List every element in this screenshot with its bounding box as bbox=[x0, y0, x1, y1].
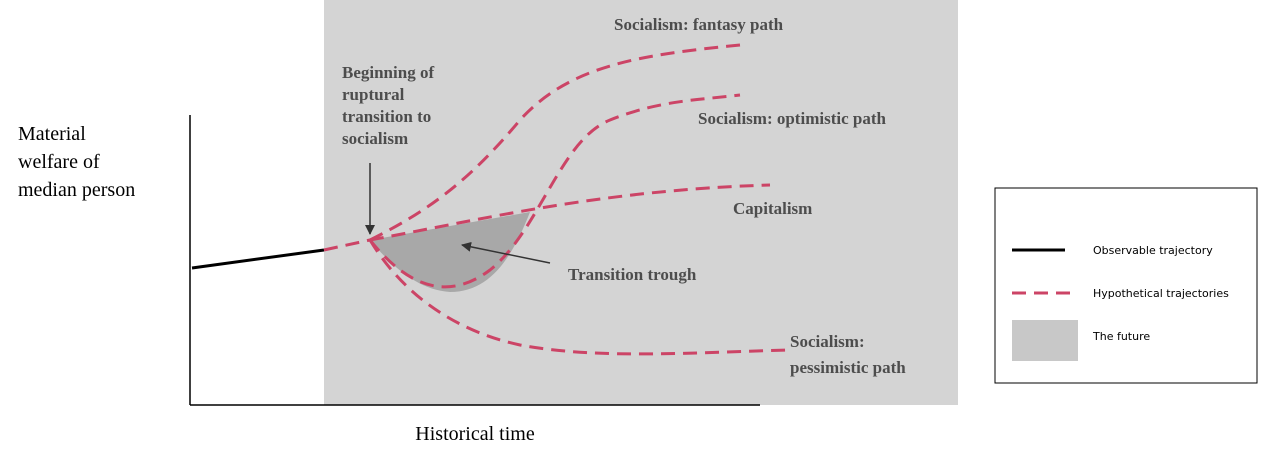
observable-trajectory bbox=[191, 248, 325, 270]
y-axis-label: median person bbox=[18, 179, 135, 201]
annotation: transition to bbox=[342, 107, 431, 126]
arrow bbox=[461, 241, 551, 264]
optimistic-path bbox=[368, 93, 741, 289]
legend-entry: The future bbox=[1092, 330, 1150, 343]
annotation: Socialism: bbox=[790, 332, 865, 351]
annotation: ruptural bbox=[342, 85, 405, 104]
capitalism-path bbox=[369, 183, 771, 242]
annotation: pessimistic path bbox=[790, 358, 906, 377]
legend: Observable trajectory Hypothetical traje… bbox=[994, 187, 1258, 384]
pessimistic-path bbox=[368, 239, 791, 356]
legend-entry: Observable trajectory bbox=[1093, 244, 1213, 257]
annotation: Beginning of bbox=[342, 63, 434, 82]
annotation: Transition trough bbox=[568, 265, 697, 284]
future-area bbox=[324, 0, 958, 405]
y-axis-label: welfare of bbox=[18, 151, 100, 173]
legend-entry: Hypothetical trajectories bbox=[1093, 287, 1229, 300]
y-axis-label: Material bbox=[18, 123, 86, 145]
annotation: Capitalism bbox=[733, 199, 812, 218]
legend-swatch bbox=[1012, 320, 1078, 361]
hypothetical-start bbox=[323, 238, 371, 252]
transition-trough bbox=[370, 212, 530, 292]
x-axis-label: Historical time bbox=[415, 423, 535, 445]
annotation: Socialism: optimistic path bbox=[698, 109, 886, 128]
annotation: socialism bbox=[342, 129, 408, 148]
annotation: Socialism: fantasy path bbox=[614, 15, 784, 34]
